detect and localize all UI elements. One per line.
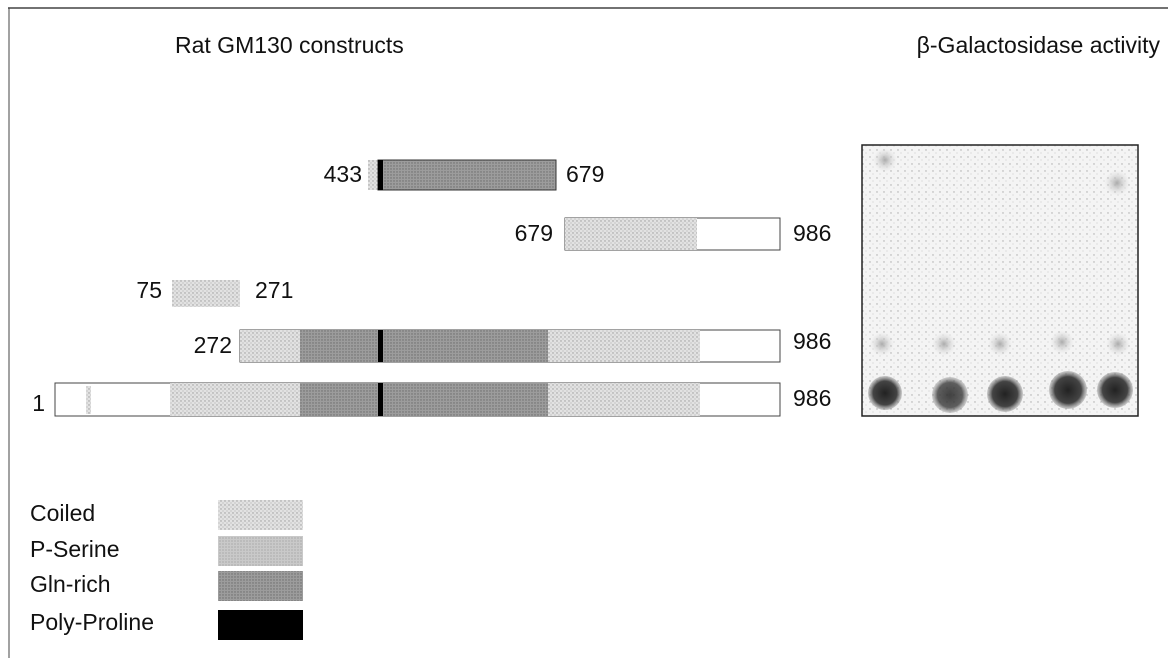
legend-label: Gln-rich <box>30 571 111 597</box>
end-label: 986 <box>793 328 831 354</box>
start-label: 433 <box>324 161 362 187</box>
end-label: 271 <box>255 277 293 303</box>
figure: Rat GM130 constructs β-Galactosidase act… <box>0 0 1170 658</box>
legend-label: Coiled <box>30 500 95 526</box>
construct: 679 986 <box>515 218 832 250</box>
start-label: 272 <box>194 332 232 358</box>
left-title: Rat GM130 constructs <box>175 32 404 58</box>
end-label: 986 <box>793 385 831 411</box>
end-label: 986 <box>793 220 831 246</box>
right-title: β-Galactosidase activity <box>917 32 1161 58</box>
legend-label: P-Serine <box>30 536 119 562</box>
construct: 75 271 <box>136 277 293 307</box>
construct: 272 986 <box>194 328 832 362</box>
construct: 433 679 <box>324 160 605 190</box>
assay-image <box>862 145 1138 416</box>
legend-label: Poly-Proline <box>30 609 154 635</box>
end-label: 679 <box>566 161 604 187</box>
start-label: 679 <box>515 220 553 246</box>
start-label: 75 <box>136 277 162 303</box>
legend: Coiled P-Serine Gln-rich Poly-Proline <box>30 500 303 640</box>
start-label: 1 <box>32 390 45 416</box>
construct: 1 986 <box>32 383 831 416</box>
